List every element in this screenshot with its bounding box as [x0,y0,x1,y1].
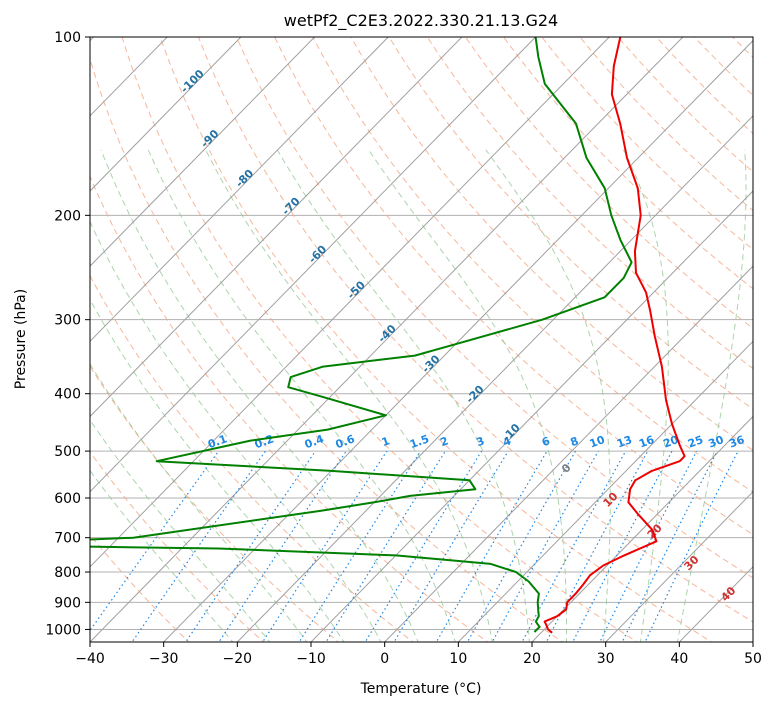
isotherm-line [236,115,753,642]
moist-adiabat-line [368,149,567,642]
isotherm-line [90,37,316,267]
y-tick-label: 100 [54,30,81,46]
mixing-ratio-label: 1 [380,434,392,449]
chart-title: wetPf2_C2E3.2022.330.21.13.G24 [284,11,558,31]
isotherm-line [90,37,684,642]
x-tick-label: 20 [523,651,541,667]
isotherm-line [162,39,753,642]
mixing-ratio-label: 1.5 [408,432,431,451]
dry-adiabat-line [350,37,753,451]
y-tick-label: 1000 [45,622,81,638]
moist-adiabat-line [100,149,419,642]
dewpoint-trace [90,37,633,633]
moist-adiabat-line [485,149,611,642]
mixing-ratio-label: 8 [569,434,581,449]
isotherm-line [90,37,463,418]
mixing-ratio-line [393,450,509,642]
series-layer [90,37,686,634]
mixing-ratio-line [466,450,577,642]
moist-adiabat-line [90,220,382,642]
x-tick-label: 10 [449,651,467,667]
mixing-ratio-label: 6 [540,434,552,449]
isotherm-line [90,37,389,343]
isotherm-line [457,340,753,642]
dry-adiabat-line [90,57,564,642]
dry-adiabat-line [274,37,753,536]
plot-background [90,37,753,642]
moist-adiabat-line [205,149,493,642]
dry-adiabat-line [761,27,775,645]
temperature-trace [543,37,686,634]
mixing-ratio-label: 36 [727,433,746,451]
isotherm-line [383,265,753,642]
isotherm-line [752,641,753,642]
y-tick-label: 600 [54,491,81,507]
x-axis-title: Temperature (°C) [360,681,482,697]
dry-adiabat-line [235,37,753,579]
dry-adiabat-line [121,37,639,642]
moist-adiabat-line [90,363,308,642]
dry-adiabat-line [90,365,340,642]
x-tick-label: −40 [75,651,105,667]
mixing-ratio-line [131,450,266,642]
mixing-ratio-label: 16 [637,433,656,451]
axis-ticks: −40 −30 −20 −10 0 10 20 30 40 5010020030040050060… [45,30,762,667]
mixing-ratio-label: 0.6 [334,432,357,451]
isotherm-line [90,37,242,192]
isotherm-line [604,490,753,642]
plot-frame [89,36,754,643]
x-tick-label: 0 [380,651,389,667]
x-tick-label: −30 [149,651,179,667]
y-tick-label: 400 [54,387,81,403]
moist-adiabat-line [622,149,669,642]
y-axis-title: Pressure (hPa) [13,289,29,389]
mixing-ratio-line [599,450,698,642]
y-tick-label: 300 [54,313,81,329]
mixing-ratio-line [218,450,347,642]
x-tick-label: 50 [744,651,762,667]
mixing-ratio-line [435,450,548,642]
isotherm-line [310,190,753,642]
mixing-ratio-label: 13 [615,433,634,450]
mixing-ratio-label: 30 [707,433,726,451]
mixing-ratio-label: 25 [686,433,705,450]
mixing-ratio-label: 20 [661,433,680,451]
dry-adiabat-line [579,37,753,212]
mixing-ratio-label: 3 [475,434,487,449]
mixing-ratio-line [262,450,388,642]
isotherm-line [90,37,610,568]
mixing-ratio-label: 2 [438,434,450,449]
mixing-ratio-line [185,450,316,642]
isotherm-line [90,37,537,493]
y-tick-label: 800 [54,565,81,581]
moist-adiabat-line [90,419,271,642]
isotherm-line [531,415,753,642]
dry-adiabat-line [426,37,753,370]
moist-adiabat-line [90,298,345,642]
dry-adiabat-line [617,37,753,173]
y-tick-label: 200 [54,208,81,224]
dry-adiabat-line [312,37,753,493]
y-tick-label: 900 [54,595,81,611]
moist-adiabat-line [676,149,747,642]
y-tick-label: 700 [54,531,81,547]
x-tick-label: −20 [223,651,253,667]
moist-adiabat-line [147,149,456,642]
mixing-ratio-line [298,450,422,642]
background-lines [90,27,775,645]
x-tick-label: 40 [670,651,688,667]
mixing-ratio-line [572,450,673,642]
x-tick-label: 30 [597,651,615,667]
mixing-ratio-line [364,450,483,642]
mixing-ratio-label: 10 [588,433,607,451]
mixing-ratio-label: 4 [501,434,513,449]
mixing-ratio-label: 0.4 [303,432,326,451]
x-tick-label: −10 [296,651,326,667]
y-tick-label: 500 [54,444,81,460]
dry-adiabat-line [90,533,190,642]
